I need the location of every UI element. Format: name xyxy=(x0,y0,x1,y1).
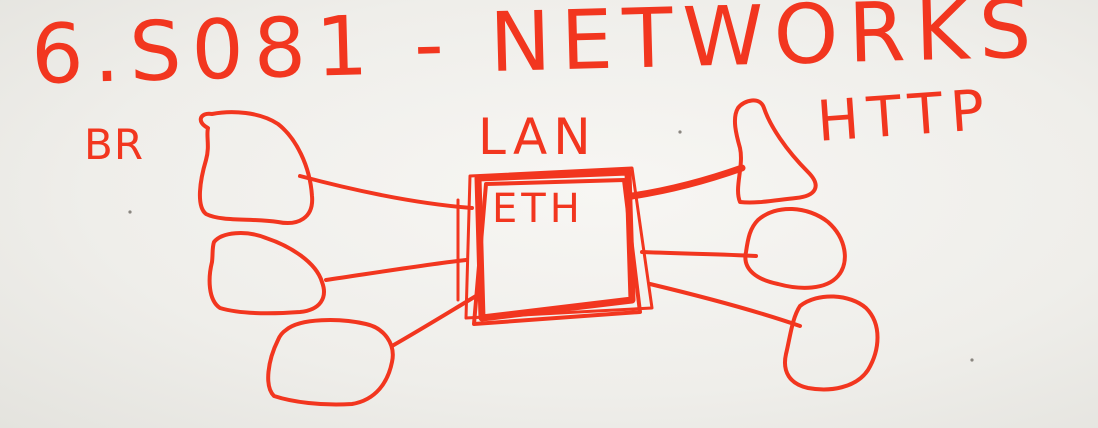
left-host-2 xyxy=(210,233,324,313)
left-host-3 xyxy=(268,320,393,404)
left-label: BR xyxy=(84,120,144,169)
board-mark xyxy=(970,358,973,361)
right-host-1 xyxy=(735,100,816,202)
left-host-1 xyxy=(200,112,312,223)
top-label: LAN xyxy=(478,108,597,166)
right-host-3 xyxy=(785,296,878,389)
right-label: HTTP xyxy=(815,78,994,155)
board-mark xyxy=(128,210,131,213)
board-mark xyxy=(678,130,681,133)
right-host-2 xyxy=(745,209,844,288)
center-label: ETH xyxy=(492,186,584,232)
